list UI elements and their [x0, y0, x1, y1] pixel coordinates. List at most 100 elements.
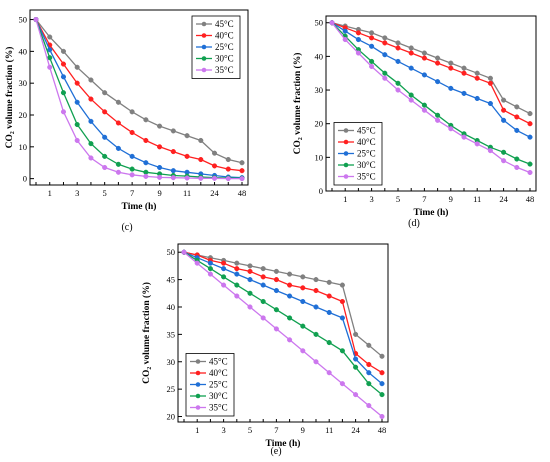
- y-axis-title: CO₂ volume fraction (%): [292, 53, 303, 155]
- data-point: [487, 80, 493, 86]
- data-point: [353, 392, 359, 398]
- y-axis-title: CO₂ volume fraction (%): [141, 282, 152, 384]
- x-tick-label: 3: [75, 188, 79, 198]
- data-point: [527, 169, 533, 176]
- data-point: [339, 315, 345, 321]
- data-point: [514, 127, 520, 133]
- data-point: [157, 164, 163, 171]
- data-point: [88, 118, 94, 124]
- data-point: [115, 169, 121, 175]
- data-point: [514, 164, 520, 170]
- data-point: [115, 120, 121, 126]
- data-point: [435, 112, 441, 118]
- data-point: [313, 359, 319, 365]
- data-point: [88, 141, 94, 147]
- legend-swatch-marker: [201, 44, 207, 50]
- data-point: [353, 356, 359, 362]
- data-point: [421, 55, 427, 61]
- y-tick-label: 10: [315, 152, 324, 162]
- y-tick-label: 30: [19, 78, 28, 88]
- data-point: [129, 166, 135, 172]
- data-point: [115, 99, 121, 105]
- data-point: [102, 153, 108, 159]
- x-tick-label: 3: [369, 194, 373, 204]
- legend-label: 40°C: [209, 368, 228, 378]
- data-point: [448, 65, 454, 71]
- legend-label: 40°C: [357, 137, 376, 147]
- data-point: [379, 370, 385, 376]
- data-point: [313, 277, 319, 283]
- data-point: [382, 70, 388, 76]
- data-point: [260, 298, 266, 305]
- data-point: [408, 45, 414, 51]
- data-point: [88, 77, 94, 83]
- data-point: [194, 260, 200, 266]
- legend-swatch-marker: [195, 370, 201, 376]
- x-tick-label: 7: [130, 188, 134, 198]
- data-point: [461, 65, 467, 71]
- data-point: [115, 161, 121, 167]
- data-point: [143, 160, 149, 166]
- data-point: [157, 144, 163, 150]
- y-tick-label: 20: [315, 119, 324, 129]
- data-point: [366, 381, 372, 387]
- legend-label: 35°C: [209, 403, 228, 413]
- data-point: [211, 175, 218, 181]
- data-point: [74, 121, 80, 128]
- y-axis-title: CO₂ volume fraction (%): [4, 47, 15, 149]
- data-point: [181, 249, 187, 255]
- x-tick-label: 9: [449, 194, 453, 204]
- legend: 45°C40°C 25°C30°C 35°C: [333, 122, 383, 186]
- legend-label: 35°C: [215, 65, 234, 75]
- data-point: [395, 45, 401, 51]
- data-point: [339, 282, 345, 288]
- data-point: [170, 128, 176, 134]
- plot-frame: [177, 243, 389, 423]
- data-point: [247, 263, 253, 269]
- data-point: [129, 153, 135, 159]
- data-point: [170, 149, 176, 155]
- data-point: [527, 134, 533, 140]
- legend-swatch-marker: [343, 128, 349, 133]
- data-point: [239, 168, 245, 174]
- data-point: [329, 20, 335, 26]
- data-point: [369, 30, 375, 36]
- data-point: [379, 353, 385, 359]
- data-point: [435, 79, 441, 85]
- y-tick-label: 40: [167, 302, 176, 312]
- x-tick-label: 48: [238, 188, 247, 198]
- data-point: [501, 149, 507, 155]
- data-point: [157, 174, 163, 180]
- series-line-4: [331, 22, 531, 174]
- data-point: [501, 107, 507, 113]
- data-point: [273, 288, 279, 294]
- data-point: [225, 176, 231, 182]
- data-point: [527, 161, 533, 167]
- data-point: [143, 137, 149, 144]
- data-point: [461, 70, 467, 76]
- data-point: [60, 61, 67, 67]
- legend-label: 25°C: [215, 42, 234, 52]
- x-tick-label: 1: [195, 425, 199, 435]
- legend-swatch-marker: [201, 67, 207, 73]
- plot-frame: [29, 9, 249, 186]
- series-line-4: [183, 251, 383, 418]
- data-point: [366, 361, 372, 368]
- data-point: [379, 413, 385, 420]
- data-point: [273, 277, 279, 283]
- x-tick-label: 7: [274, 425, 278, 435]
- data-point: [474, 75, 480, 81]
- data-point: [421, 102, 427, 108]
- data-point: [184, 153, 190, 159]
- data-point: [287, 293, 293, 299]
- data-point: [342, 37, 348, 43]
- data-point: [273, 268, 279, 274]
- data-point: [501, 158, 507, 164]
- data-point: [395, 58, 401, 64]
- x-tick-label: 24: [210, 188, 219, 198]
- data-point: [326, 293, 332, 299]
- data-point: [234, 260, 240, 266]
- y-tick-label: 30: [167, 357, 176, 367]
